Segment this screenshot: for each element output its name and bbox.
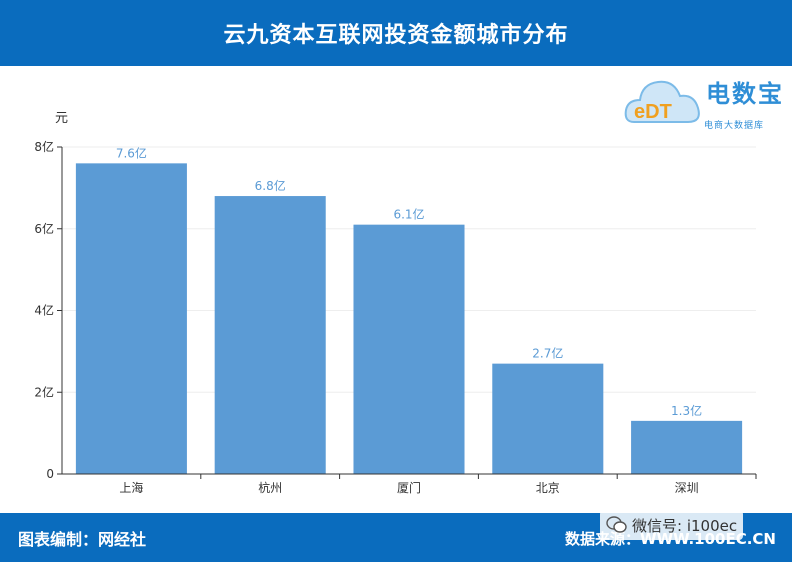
x-tick-label: 北京	[536, 481, 560, 495]
wechat-icon	[606, 516, 627, 533]
data-label: 6.8亿	[255, 178, 286, 193]
y-tick-label: 0	[46, 467, 54, 481]
data-label: 6.1亿	[393, 207, 424, 222]
logo-brand: 电数宝	[706, 80, 784, 108]
y-tick-label: 2亿	[34, 384, 54, 399]
bar	[631, 420, 743, 474]
cloud-logo-icon: eDT	[624, 80, 700, 123]
y-axis-unit: 元	[55, 111, 69, 126]
bar	[353, 224, 465, 474]
footer-credit: 图表编制：网经社	[18, 530, 147, 549]
x-tick-label: 杭州	[258, 480, 282, 495]
data-label: 2.7亿	[532, 346, 563, 361]
logo: eDT 电数宝 电商大数据库	[624, 70, 789, 134]
bar	[492, 363, 604, 474]
bar	[214, 196, 326, 475]
y-tick-label: 4亿	[34, 303, 54, 318]
y-tick-label: 6亿	[34, 221, 54, 236]
logo-subtitle: 电商大数据库	[704, 121, 765, 131]
data-label: 7.6亿	[116, 145, 147, 160]
bar	[75, 163, 187, 474]
wechat-watermark: 微信号: i100ec	[600, 510, 744, 540]
x-tick-label: 深圳	[675, 481, 699, 495]
wechat-id: 微信号: i100ec	[632, 516, 738, 535]
chart-title: 云九资本互联网投资金额城市分布	[223, 23, 569, 48]
x-tick-label: 上海	[119, 480, 143, 495]
logo-mark: eDT	[634, 101, 672, 123]
data-label: 1.3亿	[671, 403, 702, 418]
x-tick-label: 厦门	[397, 480, 421, 495]
chart-header: 云九资本互联网投资金额城市分布	[0, 0, 792, 66]
y-tick-label: 8亿	[34, 139, 54, 154]
